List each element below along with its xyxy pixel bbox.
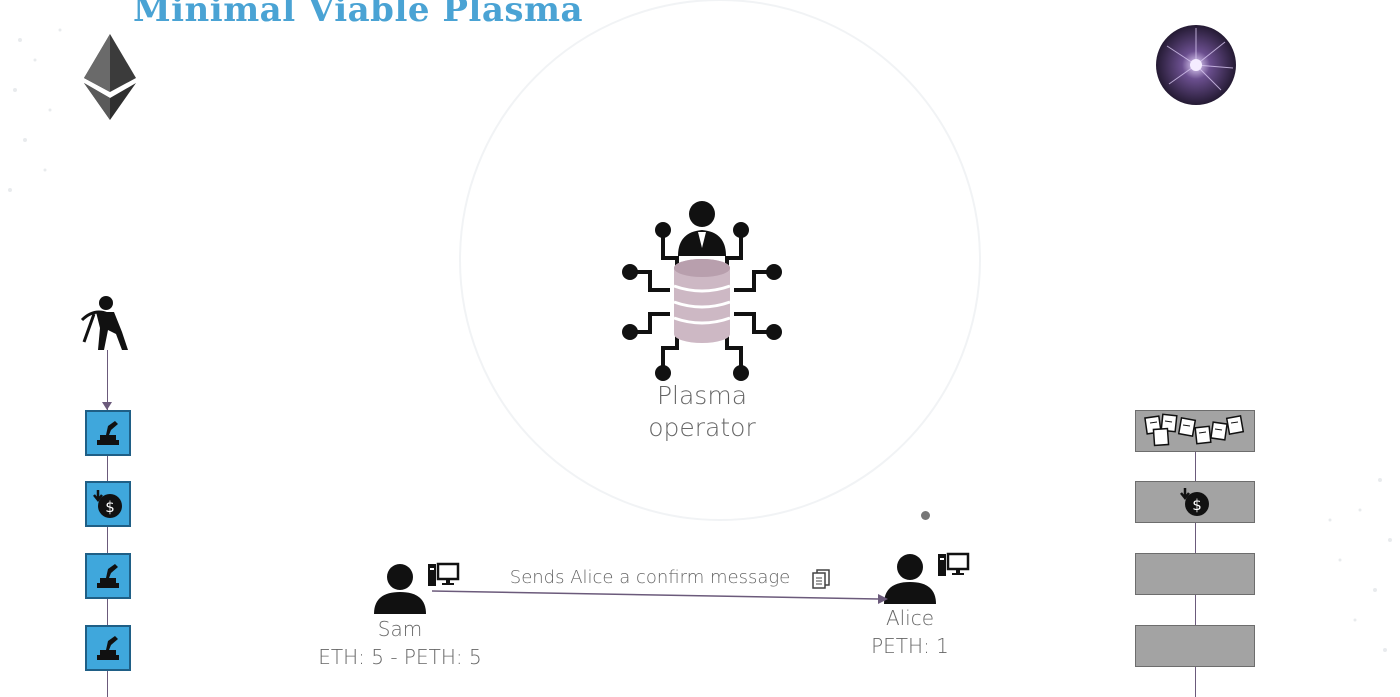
documents-icon (1144, 413, 1245, 447)
operator-label-line1: Plasma (656, 381, 748, 410)
miner-icon (80, 296, 128, 350)
operator-label: Plasma operator (602, 380, 802, 444)
indicator-dot (921, 511, 930, 520)
svg-text:$: $ (1192, 496, 1202, 514)
message-arrow (431, 590, 888, 604)
plasma-block-4 (1135, 625, 1255, 667)
deposit-coin-icon: $ (93, 490, 122, 518)
message-label: Sends Alice a confirm message (509, 567, 791, 588)
plasma-ball-logo-icon (1156, 25, 1236, 105)
ethereum-block-1 (85, 410, 131, 456)
operator-database-circuit-icon (622, 201, 782, 381)
ethereum-chain-arrowhead (102, 402, 112, 410)
stamp-icon (97, 636, 119, 660)
alice-balance: PETH: 1 (871, 634, 949, 658)
stamp-icon (97, 564, 119, 588)
ethereum-block-2: $ (85, 481, 131, 527)
deposit-coin-icon: $ (1180, 488, 1209, 516)
operator-label-line2: operator (648, 413, 756, 442)
ethereum-block-3 (85, 553, 131, 599)
sam-user-computer-icon (374, 562, 460, 614)
document-icon (812, 569, 830, 589)
slide-title: Minimal Viable Plasma (133, 0, 583, 30)
alice-name: Alice (885, 606, 935, 630)
svg-text:$: $ (105, 498, 115, 516)
stamp-icon (97, 421, 119, 445)
ethereum-block-4 (85, 625, 131, 671)
sam-balance: ETH: 5 - PETH: 5 (318, 645, 482, 669)
ethereum-logo-icon (84, 34, 136, 120)
plasma-block-3 (1135, 553, 1255, 595)
plasma-block-1 (1135, 410, 1255, 452)
plasma-block-2: $ (1135, 481, 1255, 523)
sam-name: Sam (377, 617, 423, 641)
alice-user-computer-icon (884, 552, 970, 604)
